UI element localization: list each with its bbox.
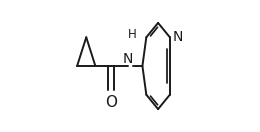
Text: O: O (105, 95, 117, 110)
Text: N: N (172, 30, 183, 44)
Text: H: H (128, 28, 136, 41)
Text: N: N (123, 52, 133, 67)
